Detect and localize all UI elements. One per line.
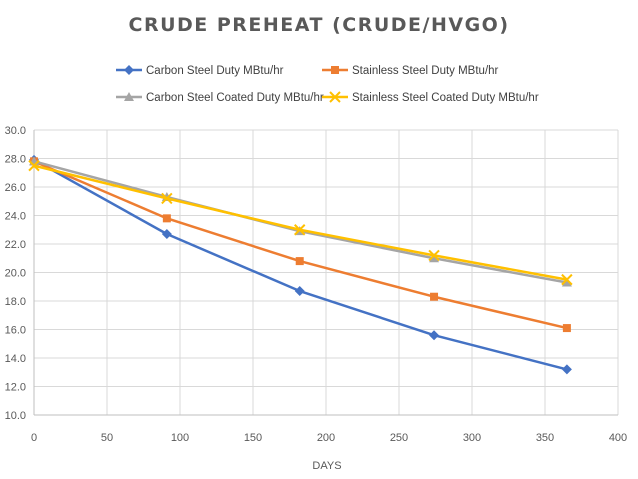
legend-label-2: Carbon Steel Coated Duty MBtu/hr [146,92,324,104]
data-point-0-2 [294,286,305,297]
y-tick-label-9: 28.0 [5,154,26,166]
legend-item-2: Carbon Steel Coated Duty MBtu/hr [116,92,324,104]
x-tick-label-0: 0 [31,432,37,444]
data-point-2-3 [429,253,440,263]
y-tick-label-5: 20.0 [5,268,26,280]
data-point-0-1 [161,229,172,240]
legend-item-1: Stainless Steel Duty MBtu/hr [322,65,499,77]
x-tick-label-2: 100 [171,432,189,444]
data-point-3-2 [294,224,306,236]
legend: Carbon Steel Duty MBtu/hr Stainless Steel… [116,65,539,104]
x-tick-label-6: 300 [463,432,481,444]
data-point-0-3 [429,330,440,341]
legend-swatch-marker-0 [124,65,134,75]
legend-item-0: Carbon Steel Duty MBtu/hr [116,65,284,77]
y-tick-label-7: 24.0 [5,211,26,223]
data-point-3-0 [28,159,40,172]
y-tick-label-0: 10.0 [5,410,26,422]
legend-swatch-marker-2 [124,92,134,101]
y-tick-label-2: 14.0 [5,353,26,365]
y-tick-label-6: 22.0 [5,239,26,251]
legend-swatch-marker-1 [331,66,339,74]
y-tick-label-8: 26.0 [5,182,26,194]
data-point-0-4 [561,364,572,375]
x-tick-label-8: 400 [609,432,627,444]
axes [33,130,618,416]
legend-item-3: Stainless Steel Coated Duty MBtu/hr [322,91,539,104]
legend-label-1: Stainless Steel Duty MBtu/hr [352,65,499,77]
x-tick-label-5: 250 [390,432,408,444]
x-tick-label-3: 150 [244,432,262,444]
y-tick-label-4: 18.0 [5,296,26,308]
gridlines [33,129,619,416]
series-lines [28,154,573,375]
legend-label-0: Carbon Steel Duty MBtu/hr [146,65,284,77]
tick-labels: 10.0 12.0 14.0 16.0 18.0 20.0 22.0 24.0 26.0 28.0… [5,125,628,444]
x-tick-label-4: 200 [317,432,335,444]
y-tick-label-10: 30.0 [5,125,26,137]
legend-swatch-marker-3 [329,91,341,103]
data-point-3-1 [161,192,173,205]
data-point-1-3 [430,292,439,301]
data-point-1-1 [162,214,171,223]
legend-label-3: Stainless Steel Coated Duty MBtu/hr [352,92,539,104]
data-point-3-4 [561,273,573,286]
data-point-3-3 [428,249,440,262]
chart-title: CRUDE PREHEAT (CRUDE/HVGO) [129,14,510,36]
data-point-2-4 [561,277,572,287]
y-tick-label-3: 16.0 [5,325,26,337]
x-tick-label-1: 50 [101,432,113,444]
series-3 [28,159,573,286]
y-tick-label-1: 12.0 [5,382,26,394]
x-axis-title: DAYS [312,460,341,472]
x-tick-label-7: 350 [536,432,554,444]
data-point-1-4 [562,324,571,333]
data-point-1-2 [295,257,304,266]
